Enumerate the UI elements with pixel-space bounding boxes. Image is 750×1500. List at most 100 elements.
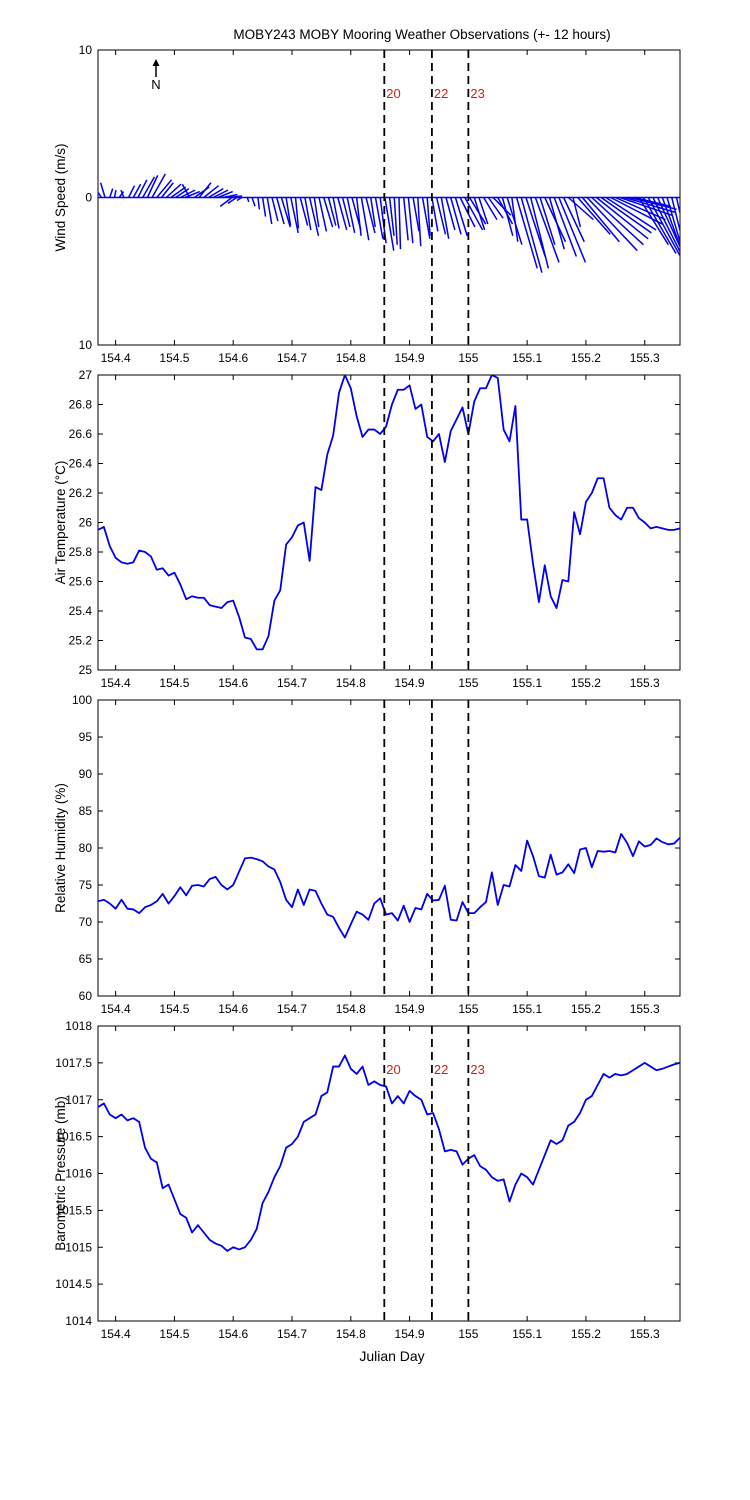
wind-vector — [619, 196, 672, 216]
wind-vector — [642, 197, 677, 254]
wind-vector — [426, 197, 431, 236]
wind-vector — [304, 197, 312, 231]
wind-vector — [337, 197, 348, 231]
wind-vector — [217, 190, 233, 199]
wind-vector — [227, 195, 243, 199]
wind-vector — [615, 196, 666, 221]
wind-vector — [318, 197, 328, 232]
y-tick-label: 1017 — [65, 1093, 92, 1107]
y-tick-label: 1018 — [65, 1019, 92, 1033]
y-tick-label: 95 — [79, 730, 93, 744]
wind-vector — [151, 173, 167, 198]
wind-vector — [393, 197, 398, 245]
wind-vector — [346, 197, 356, 234]
y-tick-label: 25 — [79, 663, 93, 677]
wind-vector — [156, 179, 173, 198]
wind-vector — [98, 191, 103, 198]
wind-vector — [280, 197, 291, 228]
wind-vector — [666, 197, 680, 245]
wind-vector — [407, 197, 414, 244]
wind-vector — [596, 196, 649, 240]
x-tick-label: 154.8 — [336, 351, 366, 365]
wind-vector — [398, 197, 402, 250]
y-tick-label: 1016 — [65, 1167, 92, 1181]
y-tick-label: 26 — [79, 516, 93, 530]
event-marker-label: 20 — [386, 1062, 400, 1077]
wind-vector — [266, 197, 273, 225]
wind-vector — [222, 193, 238, 199]
wind-vector — [454, 197, 468, 237]
wind-vector — [586, 196, 638, 252]
x-tick-label: 155.2 — [571, 676, 601, 690]
wind-vector — [203, 185, 220, 199]
wind-vector — [246, 197, 250, 203]
series-line — [98, 375, 680, 651]
x-tick-label: 154.4 — [101, 351, 131, 365]
x-tick-label: 154.6 — [218, 1002, 248, 1016]
y-tick-label: 1017.5 — [55, 1056, 92, 1070]
wind-vector — [323, 197, 334, 228]
x-tick-label: 155.3 — [630, 1327, 660, 1341]
wind-vector — [388, 197, 395, 236]
wind-vector — [146, 175, 159, 198]
wind-vector — [421, 197, 431, 239]
figure-title: MOBY243 MOBY Mooring Weather Observation… — [233, 27, 610, 42]
wind-vector — [355, 197, 362, 236]
wind-vector — [132, 183, 142, 198]
wind-vector — [558, 197, 587, 263]
wind-vector — [261, 197, 267, 217]
wind-vector — [435, 197, 447, 235]
wind-vector — [647, 197, 680, 258]
x-tick-label: 154.4 — [101, 1327, 131, 1341]
y-tick-label: 1015 — [65, 1240, 92, 1254]
wind-vector — [142, 176, 156, 198]
wind-vector — [118, 191, 125, 198]
wind-vector — [109, 188, 114, 198]
y-axis-label: Wind Speed (m/s) — [53, 143, 68, 251]
x-axis-label: Julian Day — [359, 1348, 424, 1364]
x-tick-label: 154.6 — [218, 1327, 248, 1341]
x-tick-label: 155.1 — [512, 1002, 542, 1016]
x-tick-label: 155.2 — [571, 1327, 601, 1341]
wind-vector — [412, 197, 420, 232]
y-tick-label: 25.6 — [69, 575, 93, 589]
event-marker-label: 20 — [386, 86, 400, 101]
wind-vector — [285, 197, 292, 226]
wind-vector — [638, 197, 669, 246]
x-tick-label: 154.9 — [395, 351, 425, 365]
panel-2: 154.4 154.5 154.6 154.7 154.8 154.9 155 155.1 15… — [53, 368, 681, 690]
wind-vector — [553, 197, 578, 257]
x-tick-label: 155 — [458, 1002, 478, 1016]
x-tick-label: 155.1 — [512, 1327, 542, 1341]
wind-vector — [236, 196, 242, 202]
north-label: N — [151, 77, 160, 92]
y-tick-label: 25.2 — [69, 634, 93, 648]
wind-vector — [501, 197, 514, 237]
wind-vector — [562, 197, 585, 243]
panels: 154.4 154.5 154.6 154.7 154.8 154.9 155 155.1 15… — [53, 43, 681, 1341]
wind-vector — [198, 182, 212, 198]
x-tick-label: 154.7 — [277, 351, 307, 365]
wind-vector — [332, 197, 340, 229]
panel-3: 154.4 154.5 154.6 154.7 154.8 154.9 155 155.1 15… — [53, 693, 681, 1016]
panel-1: 154.4 154.5 154.6 154.7 154.8 154.9 155 155.1 15… — [53, 43, 681, 365]
wind-vector — [127, 185, 136, 198]
wind-vector — [184, 190, 201, 199]
x-tick-label: 154.8 — [336, 1327, 366, 1341]
wind-vector — [539, 197, 556, 245]
x-tick-label: 155.3 — [630, 1002, 660, 1016]
x-tick-label: 155.1 — [512, 676, 542, 690]
x-tick-label: 155 — [458, 351, 478, 365]
event-marker-label: 23 — [470, 1062, 484, 1077]
x-tick-label: 154.6 — [218, 676, 248, 690]
axes-frame — [97, 699, 681, 997]
wind-vector — [473, 197, 486, 231]
y-tick-label: 10 — [79, 338, 93, 352]
x-tick-label: 154.8 — [336, 1002, 366, 1016]
wind-vector — [468, 197, 487, 225]
y-axis-label: Relative Humidity (%) — [53, 783, 68, 913]
wind-vector — [534, 197, 560, 263]
wind-vector — [208, 188, 224, 199]
y-tick-label: 65 — [79, 952, 93, 966]
x-tick-label: 154.7 — [277, 1327, 307, 1341]
